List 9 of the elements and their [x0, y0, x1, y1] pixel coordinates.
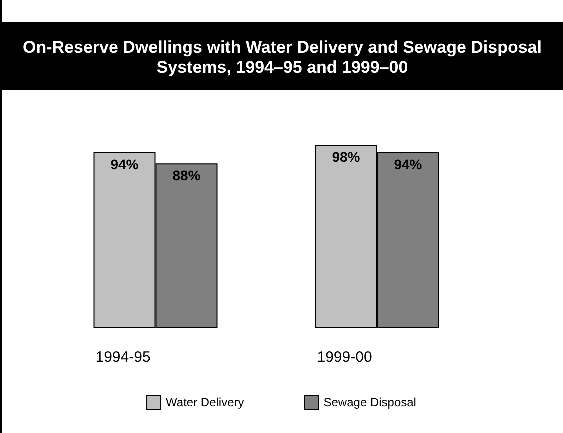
chart-title: On-Reserve Dwellings with Water Delivery and Sewage Disposal Systems, 1994–95 and 1999–00 [2, 22, 563, 90]
data-label: 94% [110, 156, 140, 172]
x-tick-label: 1999-00 [317, 349, 372, 366]
legend-label: Sewage Disposal [324, 396, 416, 410]
x-tick-label: 1994-95 [96, 349, 151, 366]
legend-label: Water Delivery [166, 396, 244, 410]
data-label: 94% [394, 156, 423, 172]
data-label: 88% [172, 168, 202, 184]
data-label: 98% [332, 149, 361, 165]
